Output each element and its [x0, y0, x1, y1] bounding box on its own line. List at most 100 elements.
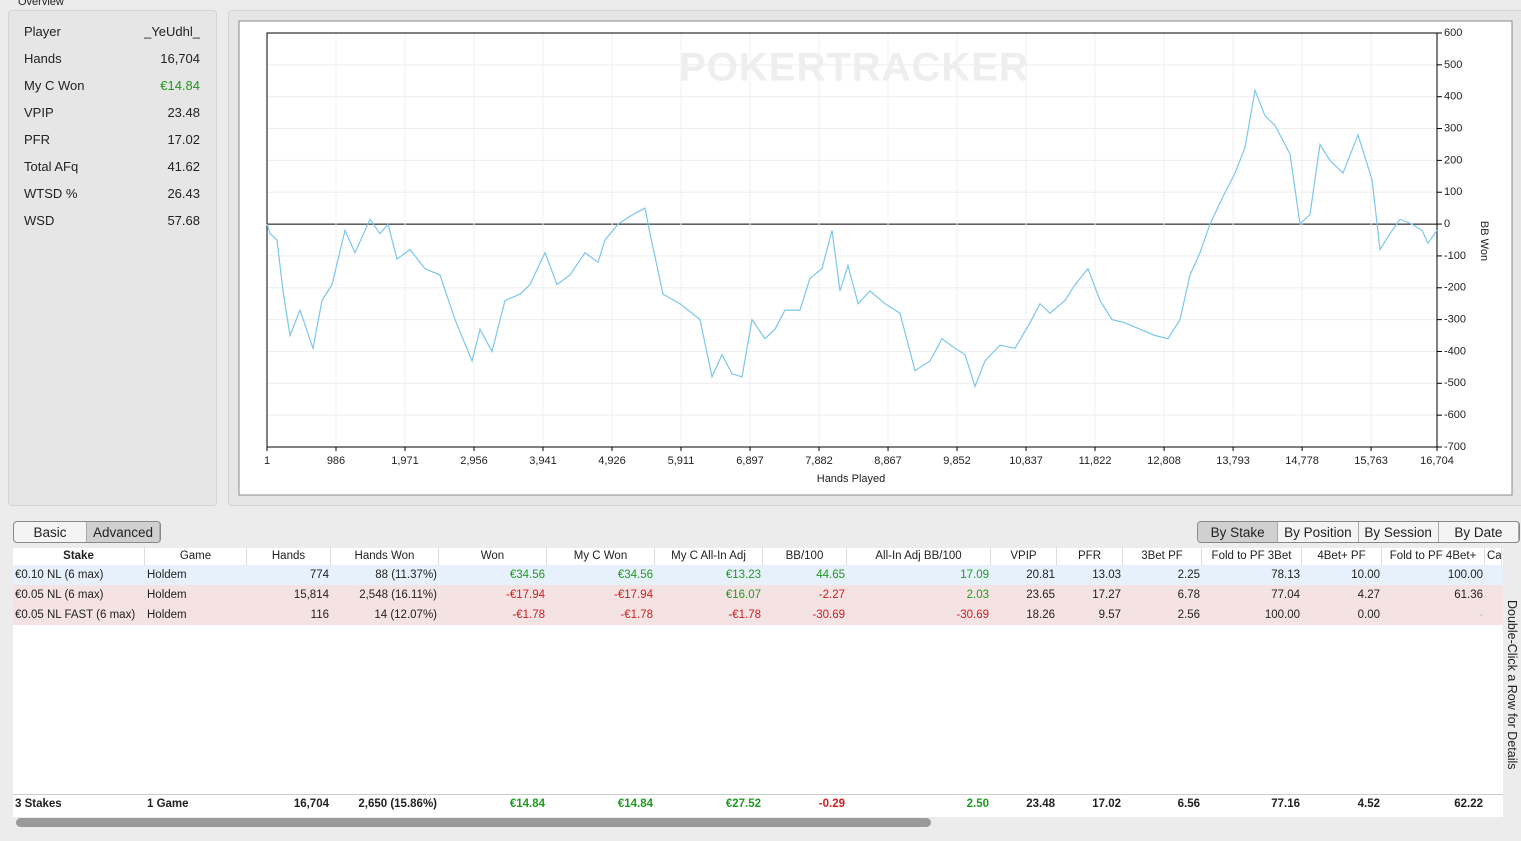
stat-label: Hands [24, 51, 62, 66]
table-cell[interactable]: 18.26 [1026, 609, 1055, 621]
stat-label: WTSD % [24, 186, 78, 201]
total-cell[interactable]: 1 Game [147, 798, 189, 810]
table-cell[interactable]: 17.27 [1092, 589, 1121, 601]
table-cell[interactable]: 44.65 [816, 569, 845, 581]
y-tick-label: 600 [1444, 27, 1462, 39]
total-cell[interactable]: 3 Stakes [15, 798, 62, 810]
table-cell[interactable]: Holdem [147, 569, 187, 581]
x-tick-label: 14,778 [1285, 455, 1319, 467]
total-cell[interactable]: 16,704 [293, 798, 329, 810]
table-cell[interactable]: 78.13 [1271, 569, 1300, 581]
stat-label: WSD [24, 213, 55, 228]
table-cell[interactable]: 20.81 [1026, 569, 1055, 581]
table-cell[interactable]: 13.03 [1092, 569, 1121, 581]
table-cell[interactable]: 10.00 [1351, 569, 1380, 581]
table-cell[interactable]: 116 [310, 609, 329, 621]
table-cell[interactable]: -€1.78 [620, 609, 653, 621]
table-cell[interactable]: 9.57 [1098, 609, 1121, 621]
total-cell[interactable]: -0.29 [818, 798, 845, 810]
tab[interactable]: By Position [1278, 522, 1359, 542]
stat-label: Total AFq [24, 159, 79, 174]
stat-value: _YeUdhl_ [144, 24, 200, 39]
tab[interactable]: By Date [1439, 522, 1519, 542]
table-cell[interactable]: Holdem [147, 609, 187, 621]
total-cell[interactable]: 2.50 [966, 798, 989, 810]
table-cell[interactable]: €13.23 [725, 569, 761, 581]
y-tick-label: -700 [1444, 441, 1466, 453]
table-cell[interactable]: Holdem [147, 589, 187, 601]
table-cell[interactable]: -€1.78 [728, 609, 761, 621]
table-cell[interactable]: 100.00 [1447, 569, 1483, 581]
table-cell[interactable]: - [1479, 609, 1483, 621]
y-tick-label: -100 [1444, 250, 1466, 262]
table-cell[interactable]: 0.00 [1357, 609, 1380, 621]
table-cell[interactable]: -30.69 [956, 609, 989, 621]
table-cell[interactable]: 2,548 (16.11%) [359, 589, 437, 601]
table-cell[interactable]: €0.05 NL FAST (6 max) [15, 609, 136, 621]
hint: Double-Click a Row for Details [1505, 600, 1519, 770]
table-cell[interactable]: €0.10 NL (6 max) [15, 569, 104, 581]
table-cell[interactable]: 4.27 [1357, 589, 1380, 601]
x-tick-label: 10,837 [1009, 455, 1043, 467]
table-cell[interactable]: €34.56 [617, 569, 653, 581]
table-cell[interactable]: 88 (11.37%) [375, 569, 437, 581]
total-cell[interactable]: 6.56 [1177, 798, 1200, 810]
tab[interactable]: Advanced [87, 522, 160, 542]
x-tick-label: 12,808 [1147, 455, 1181, 467]
table-cell[interactable]: -€1.78 [512, 609, 545, 621]
table-cell[interactable]: -€17.94 [505, 589, 545, 601]
total-cell[interactable]: €14.84 [617, 798, 653, 810]
group-tabs: By Stake By Position By Session By Date [1197, 521, 1520, 543]
stat-label: Player [24, 24, 61, 39]
table-cell[interactable]: €34.56 [509, 569, 545, 581]
x-tick-label: 7,882 [805, 455, 833, 467]
table-cell[interactable]: 2.03 [966, 589, 989, 601]
total-cell[interactable]: 23.48 [1026, 798, 1055, 810]
table-cell[interactable]: -2.27 [818, 589, 845, 601]
total-cell[interactable]: €14.84 [509, 798, 545, 810]
table-cell[interactable]: 774 [309, 569, 329, 581]
table-cell[interactable]: 6.78 [1177, 589, 1200, 601]
table-cell[interactable]: -30.69 [812, 609, 845, 621]
line [266, 88, 1438, 389]
x-tick-label: 4,926 [598, 455, 626, 467]
table-cell[interactable]: €0.05 NL (6 max) [15, 589, 104, 601]
total-cell[interactable]: €27.52 [725, 798, 761, 810]
plot-frame [266, 32, 1438, 448]
x-tick-label: 1,971 [391, 455, 419, 467]
y-tick-label: 400 [1444, 91, 1462, 103]
table-cell[interactable]: €16.07 [725, 589, 761, 601]
table-cell[interactable]: 15,814 [293, 589, 329, 601]
total-cell[interactable]: 4.52 [1357, 798, 1380, 810]
total-cell[interactable]: 62.22 [1454, 798, 1483, 810]
tab[interactable]: By Session [1359, 522, 1439, 542]
table-cell[interactable]: 14 (12.07%) [374, 609, 437, 621]
table-cell[interactable]: 2.25 [1177, 569, 1200, 581]
y-tick-label: 100 [1444, 186, 1462, 198]
tab[interactable]: By Stake [1198, 522, 1279, 542]
total-cell[interactable]: 77.16 [1271, 798, 1300, 810]
x-tick-label: 16,704 [1420, 455, 1454, 467]
total-cell[interactable]: 2,650 (15.86%) [358, 798, 437, 810]
x-tick-label: 986 [327, 455, 345, 467]
stat-value: €14.84 [160, 78, 200, 93]
stat-label: VPIP [24, 105, 54, 120]
table-cell[interactable]: 77.04 [1271, 589, 1300, 601]
stat-label: My C Won [24, 78, 85, 93]
stat-value: 23.48 [167, 105, 200, 120]
table-cell[interactable]: -€17.94 [613, 589, 653, 601]
scrollbar[interactable] [16, 818, 931, 827]
stat-value: 17.02 [167, 132, 200, 147]
x-tick-label: 1 [264, 455, 270, 467]
table-cell[interactable]: 2.56 [1177, 609, 1200, 621]
stat-value: 41.62 [167, 159, 200, 174]
table-cell[interactable]: 100.00 [1264, 609, 1300, 621]
table-cell[interactable]: 17.09 [960, 569, 989, 581]
tab[interactable]: Basic [14, 522, 87, 542]
x-tick-label: 11,822 [1079, 455, 1112, 467]
total-cell[interactable]: 17.02 [1092, 798, 1121, 810]
table-cell[interactable]: 61.36 [1454, 589, 1483, 601]
table-cell[interactable]: 23.65 [1026, 589, 1055, 601]
stat-value: 16,704 [160, 51, 200, 66]
